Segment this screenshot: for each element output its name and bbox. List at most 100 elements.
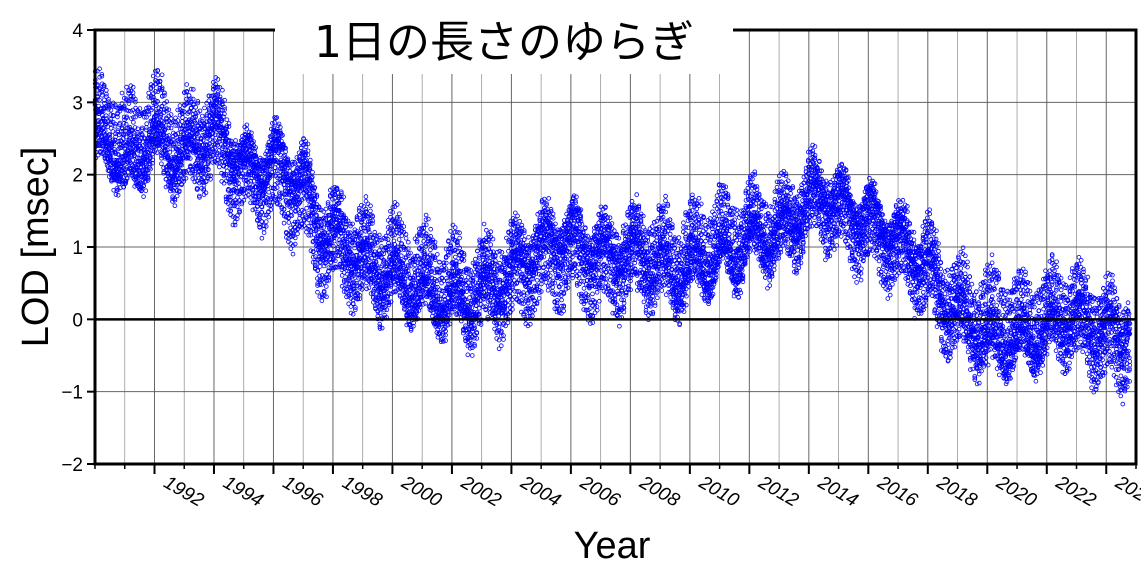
data-point <box>366 285 372 291</box>
data-point <box>128 94 134 99</box>
data-point <box>195 100 201 106</box>
data-point <box>170 187 176 193</box>
data-point <box>201 175 206 181</box>
data-point <box>310 170 315 175</box>
data-point <box>155 99 160 104</box>
data-point <box>186 150 191 155</box>
data-point <box>199 172 204 177</box>
data-point <box>190 124 196 130</box>
data-point <box>195 99 201 104</box>
data-point <box>117 105 123 111</box>
data-point <box>230 203 236 209</box>
data-point <box>191 101 196 107</box>
data-point <box>230 214 236 219</box>
data-point <box>243 175 249 180</box>
data-point <box>138 148 144 154</box>
data-point <box>186 93 192 98</box>
data-point <box>230 188 236 193</box>
data-point <box>199 158 204 164</box>
data-point <box>452 254 458 260</box>
data-point <box>119 163 124 168</box>
data-point <box>171 188 177 194</box>
data-point <box>208 173 213 179</box>
data-point <box>108 112 114 117</box>
data-point <box>150 151 155 157</box>
data-point <box>146 90 152 96</box>
data-point <box>184 82 190 87</box>
data-point <box>286 220 292 225</box>
data-point <box>193 111 198 116</box>
data-point <box>175 123 181 128</box>
data-point <box>120 131 126 137</box>
data-point <box>180 155 186 160</box>
data-point <box>199 179 205 185</box>
data-point <box>164 99 170 104</box>
data-point <box>141 183 147 188</box>
data-point <box>218 113 223 119</box>
data-point <box>206 93 212 99</box>
data-point <box>405 239 411 245</box>
data-point <box>107 137 112 142</box>
data-point <box>173 115 178 121</box>
data-point <box>156 146 162 151</box>
data-point <box>133 105 138 111</box>
data-point <box>189 122 195 128</box>
data-point <box>214 107 219 113</box>
data-point <box>150 157 156 163</box>
data-point <box>139 127 145 132</box>
data-point <box>170 199 175 204</box>
data-point <box>110 137 116 143</box>
data-point <box>106 103 112 109</box>
data-point <box>190 176 196 181</box>
data-point <box>99 89 105 95</box>
data-point <box>150 73 156 79</box>
data-point <box>123 134 129 140</box>
data-point <box>213 132 218 138</box>
data-point <box>144 121 150 126</box>
data-point <box>190 96 196 102</box>
data-point <box>112 124 118 129</box>
data-point <box>323 284 329 289</box>
data-point <box>215 157 220 163</box>
data-point <box>437 287 443 293</box>
data-point <box>153 68 158 74</box>
data-point <box>423 212 429 218</box>
data-point <box>115 151 121 157</box>
data-point <box>222 105 227 110</box>
data-point <box>492 326 497 332</box>
data-point <box>232 219 238 225</box>
data-point <box>202 105 207 111</box>
data-point <box>101 83 107 89</box>
data-point <box>238 174 244 180</box>
data-point <box>171 119 176 125</box>
data-point <box>102 153 108 159</box>
data-point <box>130 84 136 90</box>
data-point <box>166 125 171 131</box>
data-point <box>137 111 143 117</box>
data-point <box>220 87 225 93</box>
data-point <box>163 144 168 149</box>
data-point <box>139 188 144 193</box>
data-point <box>106 118 111 123</box>
data-point <box>197 180 202 186</box>
data-point <box>488 242 494 247</box>
data-point <box>224 117 230 122</box>
data-point <box>150 97 156 103</box>
data-point <box>203 179 209 184</box>
data-point <box>217 160 222 166</box>
data-point <box>154 150 160 156</box>
data-point <box>315 289 320 295</box>
data-point <box>108 119 114 125</box>
data-point <box>99 72 105 77</box>
data-point <box>244 126 250 132</box>
data-point <box>304 205 309 211</box>
data-point <box>150 148 155 154</box>
data-point <box>136 148 141 153</box>
data-point <box>175 107 181 113</box>
data-point <box>478 302 484 307</box>
data-point <box>230 200 236 206</box>
data-point <box>123 180 129 186</box>
data-point <box>224 129 230 135</box>
data-point <box>142 109 147 115</box>
data-point <box>166 107 172 113</box>
